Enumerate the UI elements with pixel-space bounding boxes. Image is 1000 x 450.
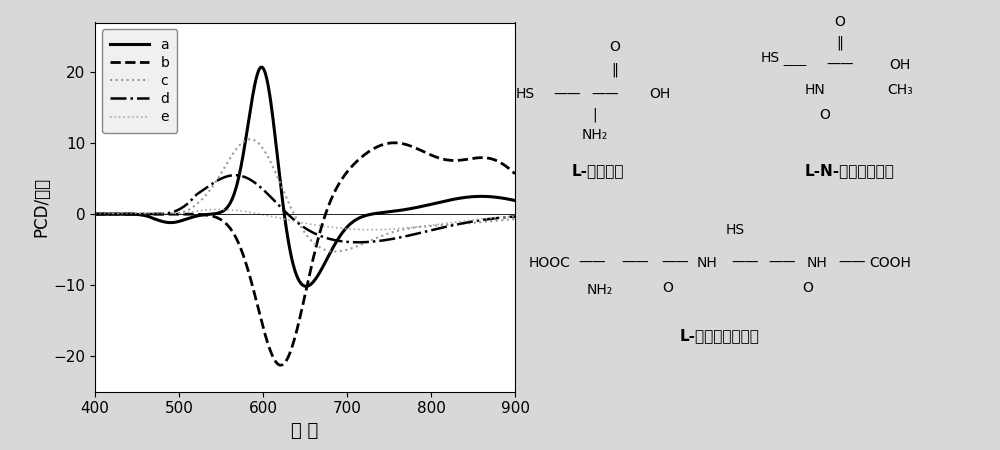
Text: ——: —— (839, 256, 866, 270)
d (407, 232, 419, 238)
Text: NH: NH (697, 256, 718, 270)
b (337, 175, 349, 180)
Text: O: O (802, 281, 813, 295)
Text: HS: HS (760, 51, 780, 66)
b (163, 212, 175, 217)
c (509, 216, 521, 222)
Text: ——: —— (621, 256, 649, 270)
Text: HS: HS (725, 222, 745, 237)
d (163, 210, 175, 216)
Text: CH₃: CH₃ (887, 83, 913, 97)
Text: ‖: ‖ (612, 63, 618, 77)
e (371, 227, 383, 232)
c (244, 136, 256, 142)
b (407, 144, 419, 149)
c (338, 248, 350, 253)
Text: O: O (610, 40, 620, 54)
Text: OH: OH (649, 87, 671, 102)
e (197, 207, 209, 213)
e (407, 225, 419, 230)
Text: O: O (662, 281, 673, 295)
Text: NH₂: NH₂ (587, 283, 613, 297)
Text: NH: NH (807, 256, 828, 270)
b (275, 363, 287, 368)
Text: HS: HS (515, 87, 535, 102)
Text: HOOC: HOOC (529, 256, 571, 270)
Text: ‖: ‖ (837, 36, 843, 50)
a (338, 228, 350, 234)
Text: L-N-乙酰半胱氨酸: L-N-乙酰半胱氨酸 (805, 163, 895, 179)
a (509, 198, 521, 203)
Text: L-还原型谷胱甘肽: L-还原型谷胱甘肽 (680, 328, 760, 343)
Line: d: d (95, 175, 515, 242)
Text: ——: —— (782, 59, 808, 72)
d (352, 239, 364, 245)
X-axis label: 波 长: 波 长 (291, 422, 319, 440)
Text: NH₂: NH₂ (582, 128, 608, 142)
d (89, 212, 101, 217)
c (197, 196, 209, 201)
e (337, 226, 349, 231)
Line: b: b (95, 143, 515, 365)
Line: e: e (95, 210, 515, 230)
Text: L-半胱氨酸: L-半胱氨酸 (571, 163, 624, 179)
Text: ——: —— (661, 256, 689, 270)
Text: ——: —— (731, 256, 759, 270)
b (89, 212, 101, 217)
e (163, 212, 175, 217)
d (197, 187, 209, 193)
e (367, 227, 379, 232)
b (509, 171, 521, 176)
d (509, 214, 521, 219)
d (280, 210, 292, 215)
Text: |: | (593, 108, 597, 122)
Text: ——: —— (826, 58, 854, 72)
b (388, 140, 400, 145)
d (229, 172, 241, 178)
Legend: a, b, c, d, e: a, b, c, d, e (102, 29, 177, 133)
c (163, 211, 175, 216)
b (197, 212, 209, 217)
c (371, 235, 383, 240)
c (329, 249, 341, 254)
a (300, 284, 312, 289)
Text: HN: HN (805, 83, 825, 97)
Text: ——: —— (769, 256, 796, 270)
Line: c: c (95, 139, 515, 252)
e (89, 212, 101, 217)
Text: O: O (835, 15, 845, 30)
e (212, 207, 224, 212)
c (89, 212, 101, 217)
a (256, 64, 268, 70)
a (197, 212, 209, 218)
Text: ——: —— (579, 256, 606, 270)
a (163, 220, 175, 225)
c (407, 225, 419, 230)
Line: a: a (95, 67, 515, 286)
Text: O: O (820, 108, 830, 122)
Text: OH: OH (889, 58, 911, 72)
d (371, 238, 383, 244)
a (280, 222, 292, 227)
Y-axis label: PCD/毫度: PCD/毫度 (32, 177, 50, 237)
d (337, 239, 349, 244)
Text: COOH: COOH (869, 256, 911, 270)
Text: ——: —— (554, 87, 581, 102)
e (280, 217, 292, 222)
a (371, 211, 383, 216)
c (280, 194, 292, 199)
a (407, 206, 419, 211)
b (370, 144, 382, 150)
Text: ——: —— (591, 87, 619, 102)
e (509, 213, 521, 219)
a (89, 212, 101, 217)
b (280, 359, 292, 364)
